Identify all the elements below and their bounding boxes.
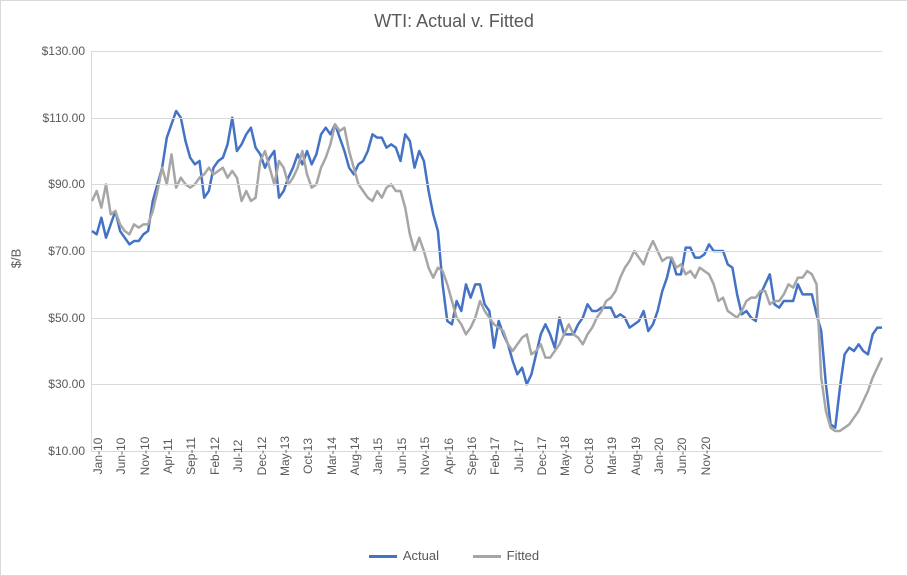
legend-label-fitted: Fitted <box>507 548 540 563</box>
legend: Actual Fitted <box>1 548 907 563</box>
grid-line <box>92 118 882 119</box>
x-tick-label: Jan-20 <box>652 438 666 475</box>
x-tick-label: Feb-12 <box>208 437 222 475</box>
x-tick-label: Nov-15 <box>418 437 432 476</box>
grid-line <box>92 51 882 52</box>
series-actual <box>92 111 882 428</box>
legend-swatch-fitted <box>473 555 501 558</box>
x-tick-label: Jun-15 <box>395 438 409 475</box>
y-tick-label: $110.00 <box>25 111 85 125</box>
x-tick-label: Nov-20 <box>699 437 713 476</box>
x-tick-label: Jul-12 <box>231 440 245 473</box>
y-tick-label: $90.00 <box>25 177 85 191</box>
x-tick-label: Sep-11 <box>184 437 198 475</box>
y-tick-label: $50.00 <box>25 311 85 325</box>
x-tick-label: Apr-11 <box>161 438 175 473</box>
chart-title: WTI: Actual v. Fitted <box>1 1 907 32</box>
x-tick-label: Oct-13 <box>301 438 315 474</box>
y-tick-label: $10.00 <box>25 444 85 458</box>
x-tick-label: Dec-12 <box>255 437 269 476</box>
x-tick-label: May-13 <box>278 436 292 476</box>
x-tick-label: Jan-10 <box>91 438 105 475</box>
y-tick-label: $30.00 <box>25 377 85 391</box>
x-tick-label: Oct-18 <box>582 438 596 474</box>
chart-container: WTI: Actual v. Fitted $/B Actual Fitted … <box>0 0 908 576</box>
grid-line <box>92 184 882 185</box>
grid-line <box>92 318 882 319</box>
plot-area <box>91 51 882 452</box>
y-tick-label: $70.00 <box>25 244 85 258</box>
x-tick-label: Jun-20 <box>675 438 689 475</box>
legend-label-actual: Actual <box>403 548 439 563</box>
x-tick-label: Apr-16 <box>442 438 456 474</box>
grid-line <box>92 251 882 252</box>
x-tick-label: Aug-14 <box>348 437 362 476</box>
x-tick-label: May-18 <box>558 436 572 476</box>
y-tick-label: $130.00 <box>25 44 85 58</box>
legend-swatch-actual <box>369 555 397 558</box>
legend-item-actual: Actual <box>369 548 439 563</box>
x-tick-label: Jan-15 <box>371 438 385 475</box>
x-tick-label: Feb-17 <box>488 437 502 475</box>
x-tick-label: Dec-17 <box>535 437 549 476</box>
grid-line <box>92 384 882 385</box>
x-tick-label: Aug-19 <box>629 437 643 476</box>
x-tick-label: Jul-17 <box>512 440 526 473</box>
x-tick-label: Sep-16 <box>465 437 479 476</box>
x-tick-label: Mar-19 <box>605 437 619 475</box>
x-tick-label: Nov-10 <box>138 437 152 476</box>
y-axis-label: $/B <box>9 249 24 269</box>
x-tick-label: Jun-10 <box>114 438 128 475</box>
x-tick-label: Mar-14 <box>325 437 339 475</box>
legend-item-fitted: Fitted <box>473 548 540 563</box>
